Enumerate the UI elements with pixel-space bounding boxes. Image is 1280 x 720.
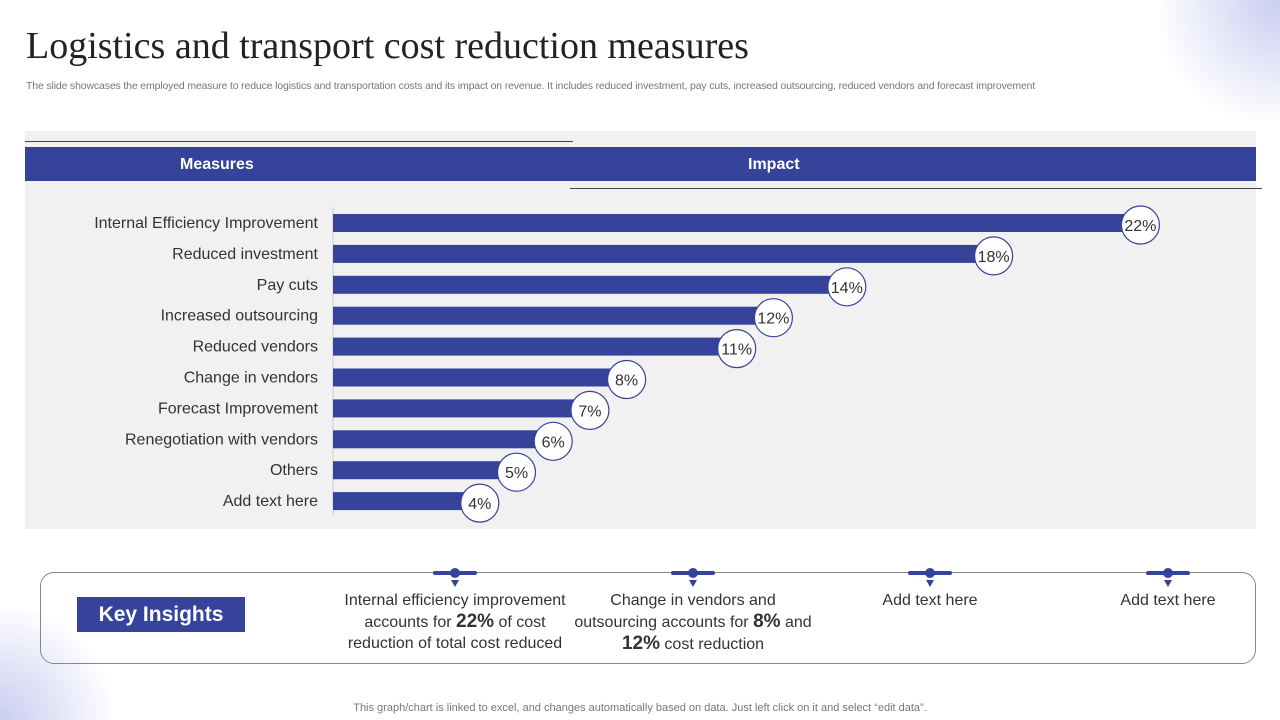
pin-icon <box>1146 568 1190 582</box>
bar <box>333 399 590 418</box>
bar <box>333 492 480 511</box>
pin-icon <box>433 568 477 582</box>
bar <box>333 337 737 356</box>
arrow-down-icon <box>926 580 934 587</box>
footer-note: This graph/chart is linked to excel, and… <box>353 702 927 714</box>
decor-glow <box>1160 0 1280 120</box>
key-insights-box <box>40 572 1256 664</box>
data-label: 8% <box>615 373 638 390</box>
insight-b1: 22% <box>456 611 495 632</box>
category-label: Others <box>270 462 318 479</box>
insight-text: Add text here <box>1118 590 1218 611</box>
bar <box>333 368 627 387</box>
insight-post: cost reduction <box>659 636 765 653</box>
bar <box>333 244 994 263</box>
category-label: Renegotiation with vendors <box>125 431 318 448</box>
data-label-circle <box>1120 205 1161 245</box>
arrow-down-icon <box>451 580 459 587</box>
data-label-circle <box>717 329 757 369</box>
header-impact: Impact <box>748 156 800 173</box>
insight-text: Internal efficiency improvement accounts… <box>335 590 575 654</box>
data-label: 7% <box>578 403 601 420</box>
chart-panel <box>25 131 1256 529</box>
divider <box>25 141 573 142</box>
data-label-circle <box>570 390 610 430</box>
pin-icon <box>671 568 715 582</box>
data-label: 12% <box>757 311 789 328</box>
insight-pre: Add text here <box>1120 592 1216 609</box>
pin-icon <box>908 568 952 582</box>
insight-text: Change in vendors and outsourcing accoun… <box>573 590 813 655</box>
data-label: 5% <box>505 465 528 482</box>
category-label: Internal Efficiency Improvement <box>94 215 318 232</box>
bar <box>333 306 774 325</box>
category-label: Reduced investment <box>172 246 318 263</box>
data-label: 14% <box>831 280 863 297</box>
category-label: Increased outsourcing <box>161 308 318 325</box>
data-label: 11% <box>721 342 752 359</box>
insight-mid: and <box>780 614 812 631</box>
insight-b2: 12% <box>621 633 660 654</box>
data-label-circle <box>973 236 1014 276</box>
data-label-circle <box>533 421 573 461</box>
data-label: 18% <box>978 249 1010 266</box>
insight-pre: Add text here <box>882 592 978 609</box>
category-label: Add text here <box>223 493 318 510</box>
data-label-circle <box>753 298 794 338</box>
data-label-circle <box>496 452 537 492</box>
data-label-circle <box>460 483 500 523</box>
key-insights-label: Key Insights <box>77 597 245 632</box>
bar <box>333 461 517 480</box>
arrow-down-icon <box>689 580 697 587</box>
subtitle: The slide showcases the employed measure… <box>26 80 1036 92</box>
data-label: 22% <box>1124 218 1156 235</box>
insight-b1: 8% <box>753 611 781 632</box>
category-label: Change in vendors <box>184 370 318 387</box>
data-label-circle <box>606 359 647 400</box>
divider <box>570 188 1262 189</box>
insight-mid: of cost reduction of total cost reduced <box>347 614 563 652</box>
data-label: 4% <box>468 496 491 513</box>
data-label: 6% <box>542 434 565 451</box>
bar <box>333 275 847 294</box>
insight-text: Add text here <box>880 590 980 611</box>
data-label-circle <box>827 267 867 307</box>
table-header: Measures Impact <box>25 147 1256 181</box>
insight-pre: Change in vendors and outsourcing accoun… <box>574 592 776 631</box>
category-label: Reduced vendors <box>193 339 318 356</box>
header-measures: Measures <box>180 156 254 173</box>
page-title: Logistics and transport cost reduction m… <box>26 25 749 67</box>
bar <box>333 430 554 449</box>
category-label: Pay cuts <box>257 277 318 294</box>
category-label: Forecast Improvement <box>158 400 319 417</box>
insight-pre: Internal efficiency improvement accounts… <box>344 592 566 631</box>
bar <box>333 214 1141 232</box>
arrow-down-icon <box>1164 580 1172 587</box>
